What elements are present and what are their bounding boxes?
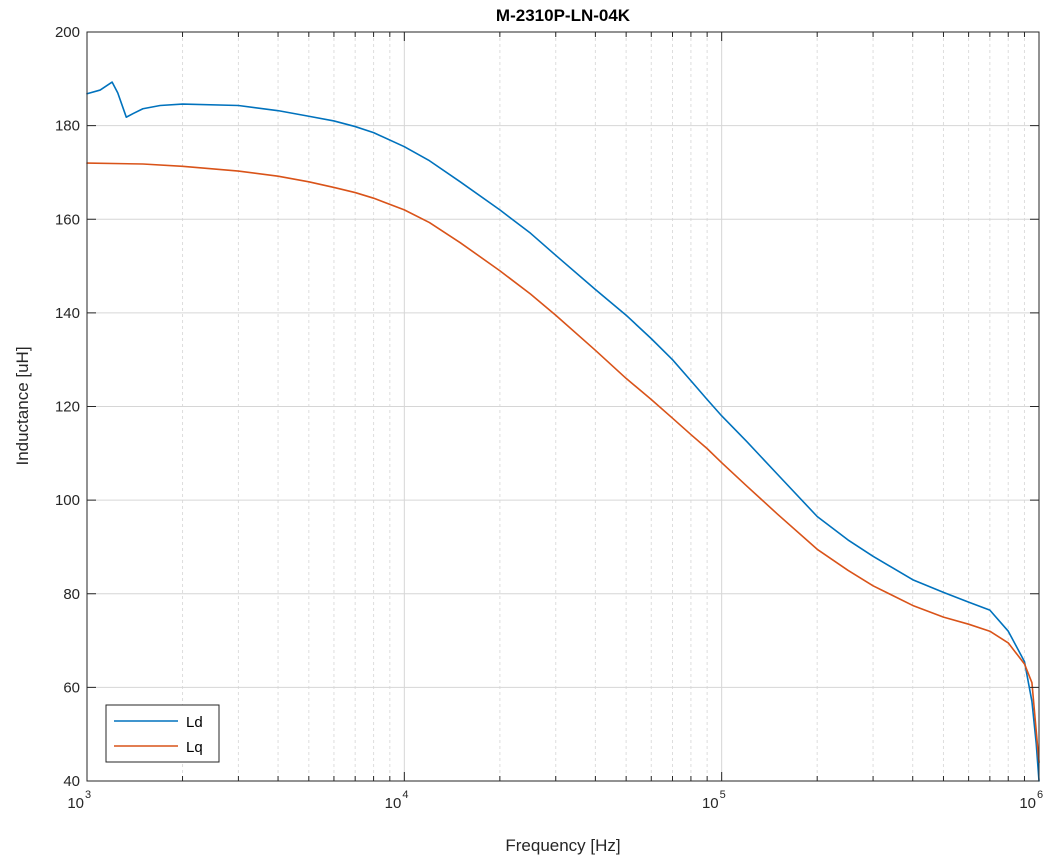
x-tick-label-exponent: 6: [1037, 789, 1043, 801]
legend-box: [105, 704, 220, 763]
x-tick-label: 10 6: [1019, 789, 1043, 812]
y-tick-label: 180: [55, 118, 80, 135]
legend-label-lq: Lq: [186, 739, 203, 756]
x-tick-label: 10 3: [67, 789, 91, 812]
x-tick-labels: 10 3 10 4 10 5 10 6: [67, 789, 1043, 812]
y-axis-title: Inductance [uH]: [13, 346, 32, 465]
y-tick-label: 140: [55, 305, 80, 322]
x-axis-title: Frequency [Hz]: [505, 836, 620, 855]
y-tick-label: 80: [63, 586, 80, 603]
x-tick-label-base: 10: [1019, 795, 1036, 812]
series-line-lq: [86, 162, 1040, 764]
series-layer: [86, 81, 1040, 782]
x-tick-label: 10 4: [385, 789, 409, 812]
y-tick-label: 200: [55, 24, 80, 41]
x-tick-label-base: 10: [385, 795, 402, 812]
legend: Ld Lq: [105, 704, 220, 763]
y-tick-label: 60: [63, 679, 80, 696]
x-tick-label-exponent: 4: [402, 789, 408, 801]
x-tick-label-exponent: 5: [720, 789, 726, 801]
x-tick-label-base: 10: [702, 795, 719, 812]
y-tick-label: 100: [55, 492, 80, 509]
chart-title: M-2310P-LN-04K: [496, 6, 631, 25]
x-tick-label: 10 5: [702, 789, 726, 812]
axis-ticks: [86, 31, 1040, 782]
x-tick-label-exponent: 3: [85, 789, 91, 801]
y-tick-labels: 40 60 80 100 120 140 160 180 200: [55, 24, 80, 790]
legend-label-ld: Ld: [186, 714, 203, 731]
y-tick-label: 120: [55, 399, 80, 416]
series-line-ld: [86, 81, 1040, 782]
y-tick-label: 160: [55, 211, 80, 228]
y-tick-label: 40: [63, 773, 80, 790]
x-tick-label-base: 10: [67, 795, 84, 812]
